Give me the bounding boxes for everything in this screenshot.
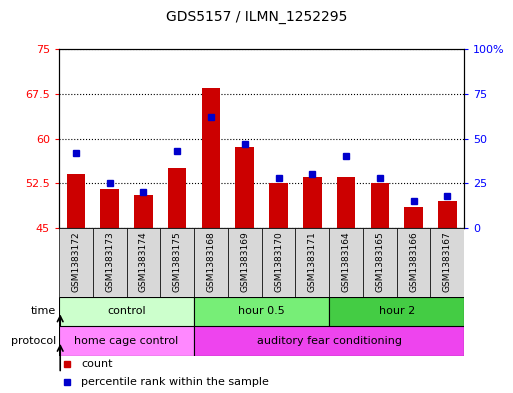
Text: hour 2: hour 2 [379, 307, 415, 316]
Bar [438, 201, 457, 228]
Bar [194, 297, 329, 326]
Bar [235, 147, 254, 228]
Text: GSM1383172: GSM1383172 [71, 231, 81, 292]
Text: percentile rank within the sample: percentile rank within the sample [81, 377, 269, 387]
Text: GSM1383169: GSM1383169 [240, 231, 249, 292]
Bar [329, 228, 363, 297]
Bar [101, 189, 119, 228]
Text: control: control [107, 307, 146, 316]
Text: GSM1383168: GSM1383168 [206, 231, 215, 292]
Bar [59, 297, 194, 326]
Bar [295, 228, 329, 297]
Text: GSM1383167: GSM1383167 [443, 231, 452, 292]
Text: GSM1383175: GSM1383175 [173, 231, 182, 292]
Bar [160, 228, 194, 297]
Bar [370, 183, 389, 228]
Text: protocol: protocol [11, 336, 56, 346]
Bar [262, 228, 295, 297]
Bar [228, 228, 262, 297]
Text: GSM1383166: GSM1383166 [409, 231, 418, 292]
Bar [168, 168, 187, 228]
Bar [93, 228, 127, 297]
Text: GSM1383165: GSM1383165 [376, 231, 384, 292]
Bar [363, 228, 397, 297]
Bar [303, 177, 322, 228]
Bar [202, 88, 220, 228]
Bar [404, 207, 423, 228]
Text: time: time [31, 307, 56, 316]
Bar [134, 195, 153, 228]
Bar [397, 228, 430, 297]
Text: home cage control: home cage control [74, 336, 179, 346]
Bar [67, 174, 85, 228]
Text: GSM1383171: GSM1383171 [308, 231, 317, 292]
Text: count: count [81, 359, 113, 369]
Bar [329, 297, 464, 326]
Bar [194, 228, 228, 297]
Text: GSM1383164: GSM1383164 [342, 231, 350, 292]
Bar [59, 326, 194, 356]
Text: GSM1383173: GSM1383173 [105, 231, 114, 292]
Bar [127, 228, 160, 297]
Text: GSM1383174: GSM1383174 [139, 231, 148, 292]
Bar [59, 228, 93, 297]
Text: auditory fear conditioning: auditory fear conditioning [256, 336, 402, 346]
Bar [194, 326, 464, 356]
Text: hour 0.5: hour 0.5 [238, 307, 285, 316]
Bar [430, 228, 464, 297]
Text: GDS5157 / ILMN_1252295: GDS5157 / ILMN_1252295 [166, 10, 347, 24]
Bar [337, 177, 356, 228]
Bar [269, 183, 288, 228]
Text: GSM1383170: GSM1383170 [274, 231, 283, 292]
